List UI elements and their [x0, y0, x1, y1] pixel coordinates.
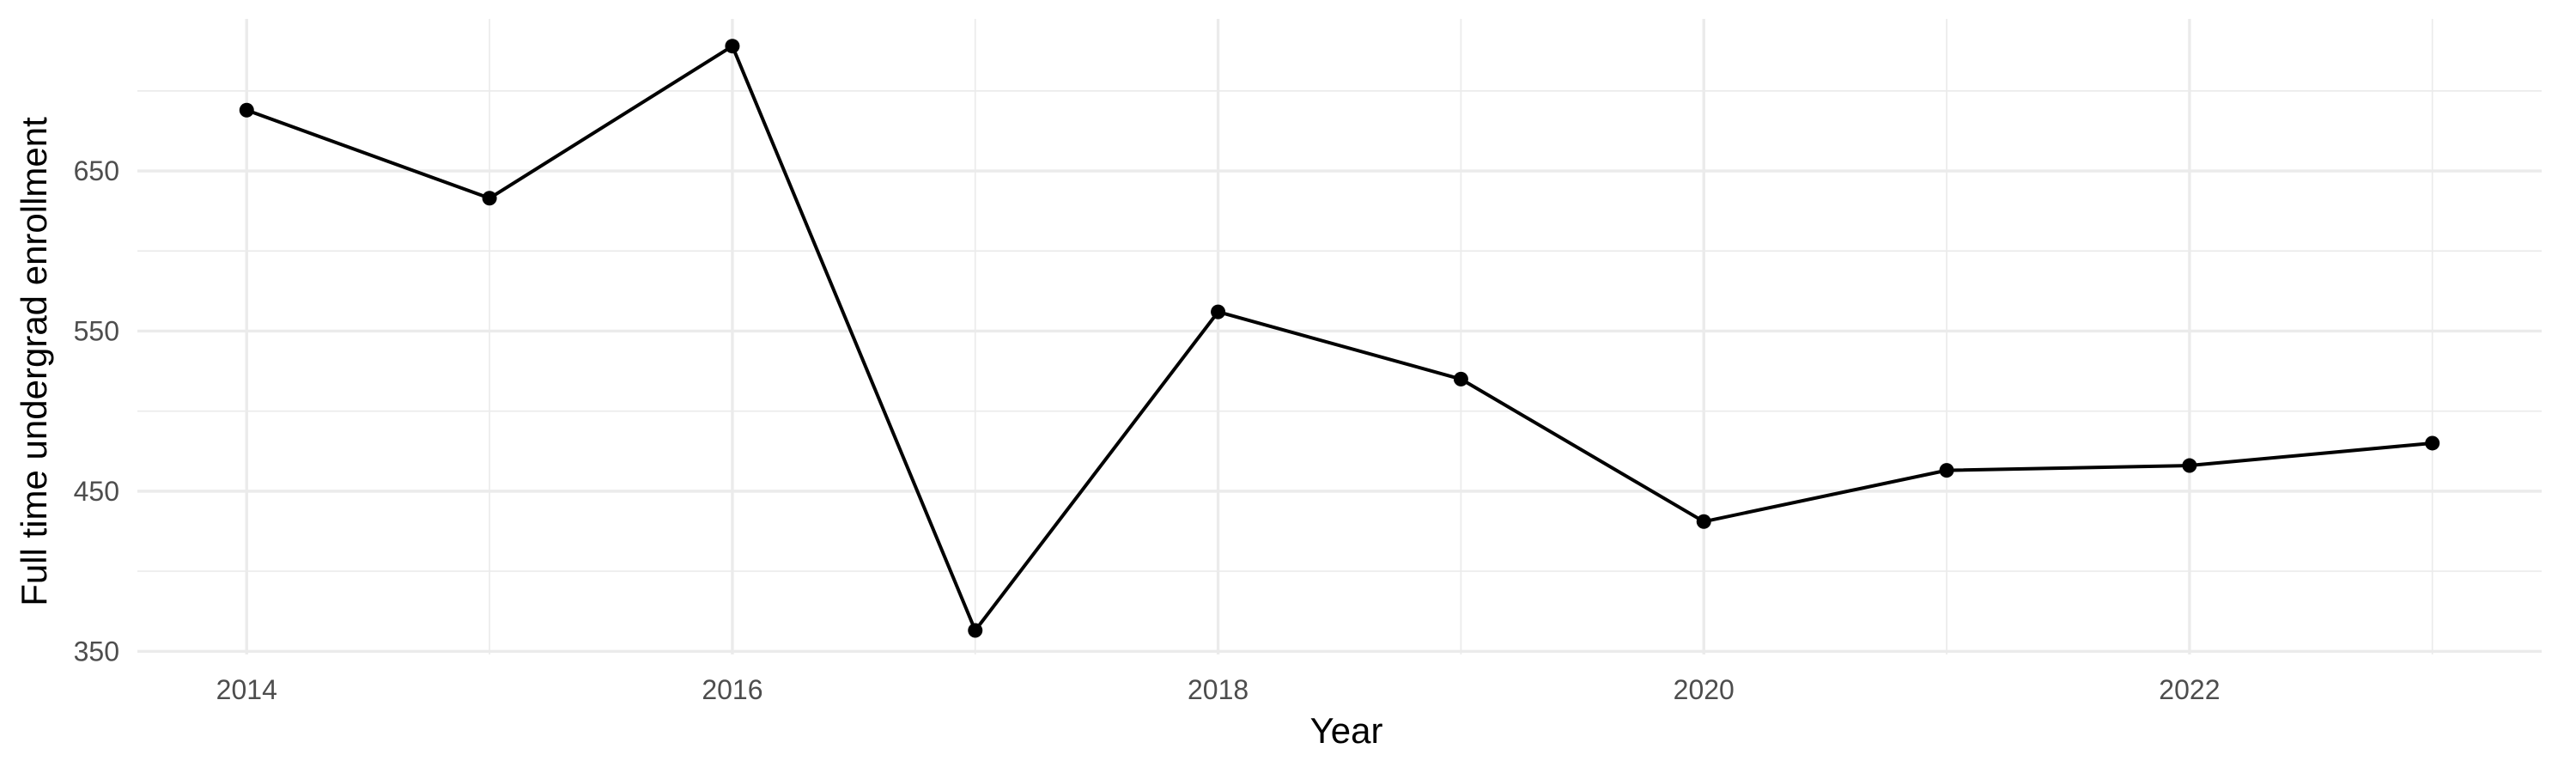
series-line — [246, 44, 2433, 633]
y-axis-title: Full time undergrad enrollment — [14, 117, 54, 606]
x-tick-label: 2016 — [702, 674, 762, 705]
y-axis-ticks: 350 450 550 650 — [74, 155, 119, 666]
data-point — [2425, 435, 2440, 451]
x-axis-ticks: 2014 2016 2018 2020 2022 — [216, 674, 2221, 705]
y-tick-label: 350 — [74, 636, 119, 666]
data-point — [2182, 458, 2197, 473]
data-point — [1211, 304, 1226, 320]
x-tick-label: 2020 — [1674, 674, 1735, 705]
grid — [137, 19, 2542, 654]
data-point — [482, 191, 497, 206]
x-tick-label: 2018 — [1188, 674, 1249, 705]
x-tick-label: 2022 — [2159, 674, 2220, 705]
x-axis-title: Year — [1310, 710, 1383, 751]
data-point — [239, 102, 254, 118]
series-layer — [239, 39, 2440, 638]
data-point — [968, 623, 983, 638]
data-point — [1453, 371, 1468, 386]
data-point — [1939, 463, 1954, 478]
y-tick-label: 650 — [74, 155, 119, 186]
y-tick-label: 450 — [74, 476, 119, 507]
x-tick-label: 2014 — [216, 674, 277, 705]
data-point — [1696, 514, 1711, 529]
data-point — [725, 39, 740, 54]
y-tick-label: 550 — [74, 315, 119, 346]
